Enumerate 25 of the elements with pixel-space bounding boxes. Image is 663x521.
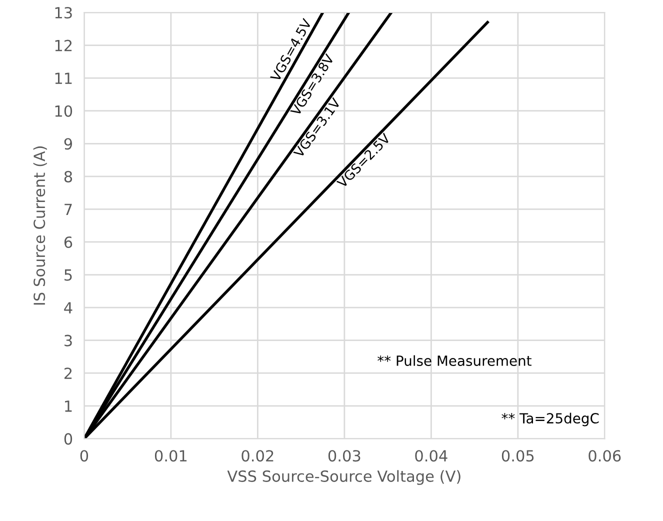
y-tick-label: 1 <box>65 400 72 412</box>
y-tick-label: 12 <box>55 40 72 52</box>
y-tick-label: 5 <box>64 269 72 281</box>
y-tick-label: 10 <box>55 105 72 117</box>
x-tick-label: 0.06 <box>588 450 621 462</box>
y-tick-label: 9 <box>64 138 72 150</box>
y-tick-label: 13 <box>55 6 72 19</box>
x-tick-label: 0.05 <box>502 450 534 462</box>
x-tick-label: 0.02 <box>242 450 274 462</box>
y-tick-label: 2 <box>64 368 72 379</box>
y-tick-label: 8 <box>64 170 72 182</box>
x-tick-label: 0.03 <box>328 450 360 462</box>
x-tick-label: 0.04 <box>415 450 448 462</box>
y-axis-title: IS Source Current (A) <box>33 146 47 305</box>
x-axis-title: VSS Source-Source Voltage (V) <box>227 470 460 485</box>
y-tick-label: 4 <box>64 302 72 314</box>
y-tick-label: 11 <box>55 72 72 84</box>
y-tick-label: 3 <box>64 334 72 346</box>
y-tick-label: 6 <box>64 236 72 248</box>
y-tick-label: 7 <box>64 204 72 216</box>
x-tick-label: 0.01 <box>154 450 187 462</box>
annotation: ** Ta=25degC <box>502 412 599 426</box>
x-tick-label: 0 <box>80 450 88 462</box>
annotation: ** Pulse Measurement <box>378 355 532 366</box>
y-tick-label: 0 <box>64 433 72 445</box>
